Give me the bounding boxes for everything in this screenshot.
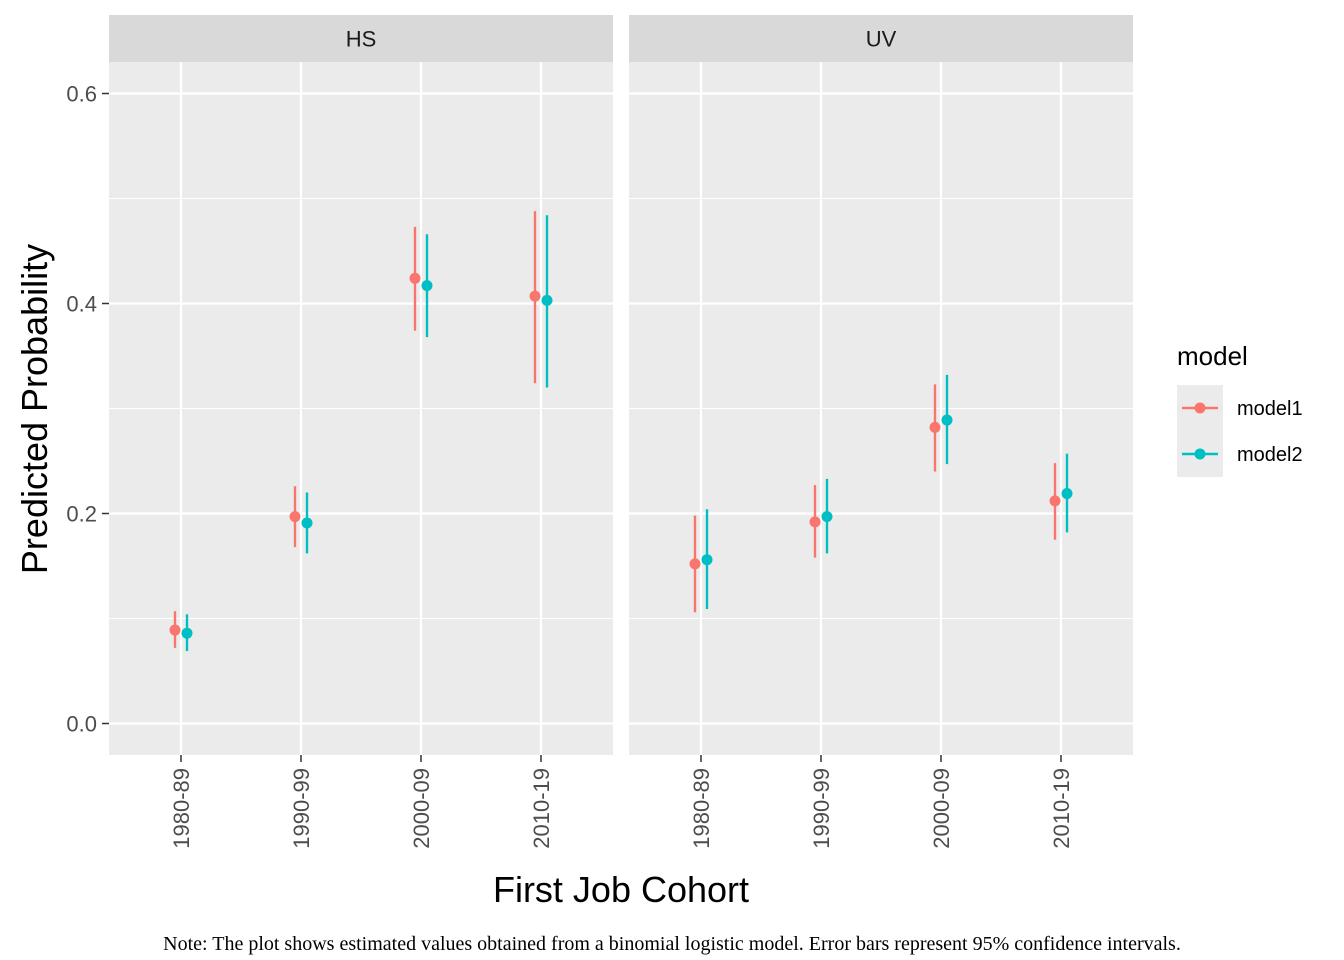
point-model1-1990-99: [809, 516, 821, 528]
legend-label-model1: model1: [1237, 398, 1303, 420]
legend-key-model1: [1177, 385, 1223, 431]
point-model2-2010-19: [541, 294, 553, 306]
chart-note: Note: The plot shows estimated values ob…: [163, 933, 1181, 955]
point-model1-2010-19: [1049, 495, 1061, 507]
point-model2-1990-99: [821, 511, 833, 523]
y-tick-label: 0.4: [66, 292, 97, 317]
facet-strip: [109, 15, 613, 62]
x-axis-title: First Job Cohort: [493, 869, 749, 910]
facet-strip-label: HS: [346, 27, 377, 52]
point-model1-2000-09: [929, 421, 941, 433]
point-model2-2000-09: [941, 414, 953, 426]
x-tick-label: 1990-99: [809, 768, 834, 849]
x-tick-label: 2000-09: [409, 768, 434, 849]
x-tick-label: 1980-89: [169, 768, 194, 849]
x-tick-label: 2010-19: [1049, 768, 1074, 849]
x-tick-label: 2010-19: [529, 768, 554, 849]
facet-strip: [629, 15, 1133, 62]
point-model1-1980-89: [169, 624, 181, 636]
facet-panel-hs: HS: [109, 15, 613, 755]
legend-label-model2: model2: [1237, 444, 1303, 466]
point-model2-1980-89: [181, 627, 193, 639]
y-tick-label: 0.6: [66, 82, 97, 107]
point-model1-2000-09: [409, 272, 421, 284]
point-model2-1980-89: [701, 554, 713, 566]
facet-strip-label: UV: [866, 27, 897, 52]
y-tick-label: 0.0: [66, 712, 97, 737]
point-model1-1980-89: [689, 558, 701, 570]
point-model2-1990-99: [301, 517, 313, 529]
point-model1-1990-99: [289, 511, 301, 523]
legend-key-model2: [1177, 431, 1223, 477]
x-axis: 1980-89 1990-99 2000-09 2010-19 1980-89 1990-…: [169, 755, 1074, 849]
legend-key-point: [1194, 402, 1206, 414]
point-model2-2000-09: [421, 280, 433, 292]
legend: model model1 model2: [1177, 341, 1303, 477]
legend-key-point: [1194, 448, 1206, 460]
point-model2-2010-19: [1061, 488, 1073, 500]
panels-layer: HS UV: [109, 15, 1133, 755]
x-tick-label: 2000-09: [929, 768, 954, 849]
facet-panel-uv: UV: [629, 15, 1133, 755]
y-tick-label: 0.2: [66, 502, 97, 527]
y-axis: 0.0 0.2 0.4 0.6: [66, 82, 109, 737]
y-axis-title: Predicted Probability: [14, 244, 55, 574]
legend-title: model: [1177, 341, 1248, 371]
x-tick-label: 1980-89: [689, 768, 714, 849]
point-model1-2010-19: [529, 290, 541, 302]
x-tick-label: 1990-99: [289, 768, 314, 849]
